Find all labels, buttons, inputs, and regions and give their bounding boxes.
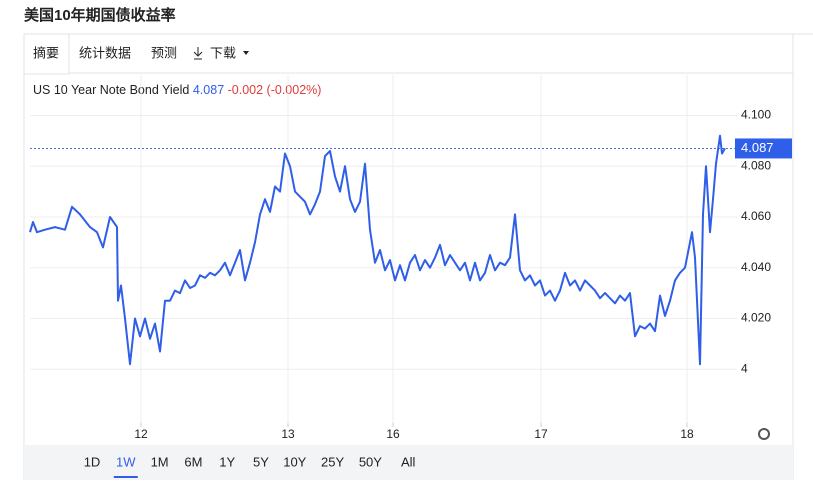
- y-tick-label: 4.080: [741, 158, 771, 172]
- last-value-label: 4.087: [741, 140, 774, 155]
- last-value-badge: [735, 138, 792, 159]
- range-button[interactable]: 5Y: [253, 454, 269, 469]
- tab[interactable]: 下载: [210, 45, 236, 60]
- range-bar: [24, 445, 793, 480]
- page-title: 美国10年期国债收益率: [24, 6, 176, 24]
- settings-icon[interactable]: [758, 428, 770, 440]
- range-button[interactable]: 25Y: [321, 454, 344, 469]
- y-tick-label: 4: [741, 361, 748, 375]
- y-tick-label: 4.040: [741, 260, 771, 274]
- range-button[interactable]: 6M: [184, 454, 202, 469]
- range-button[interactable]: 1Y: [219, 454, 235, 469]
- range-button[interactable]: All: [401, 454, 416, 469]
- range-button[interactable]: 1D: [84, 454, 101, 469]
- y-tick-label: 4.060: [741, 209, 771, 223]
- change: -0.002 (-0.002%): [228, 83, 322, 97]
- caret-icon: [243, 51, 249, 55]
- legend: US 10 Year Note Bond Yield 4.087 -0.002 …: [33, 83, 321, 97]
- tab[interactable]: 摘要: [33, 45, 59, 60]
- y-tick-label: 4.100: [741, 108, 771, 122]
- tab[interactable]: 统计数据: [79, 45, 131, 60]
- series-name: US 10 Year Note Bond Yield: [33, 83, 189, 97]
- tab[interactable]: 预测: [151, 45, 177, 60]
- range-button[interactable]: 50Y: [359, 454, 382, 469]
- x-tick-label: 16: [386, 427, 400, 441]
- x-tick-label: 18: [680, 427, 694, 441]
- y-tick-label: 4.020: [741, 311, 771, 325]
- range-button[interactable]: 10Y: [283, 454, 306, 469]
- range-button[interactable]: 1M: [151, 454, 169, 469]
- range-button[interactable]: 1W: [116, 454, 136, 469]
- download-icon: [193, 47, 203, 60]
- last-value: 4.087: [193, 83, 224, 97]
- x-tick-label: 17: [534, 427, 548, 441]
- line-series: [29, 134, 726, 366]
- x-tick-label: 12: [134, 427, 148, 441]
- x-tick-label: 13: [281, 427, 295, 441]
